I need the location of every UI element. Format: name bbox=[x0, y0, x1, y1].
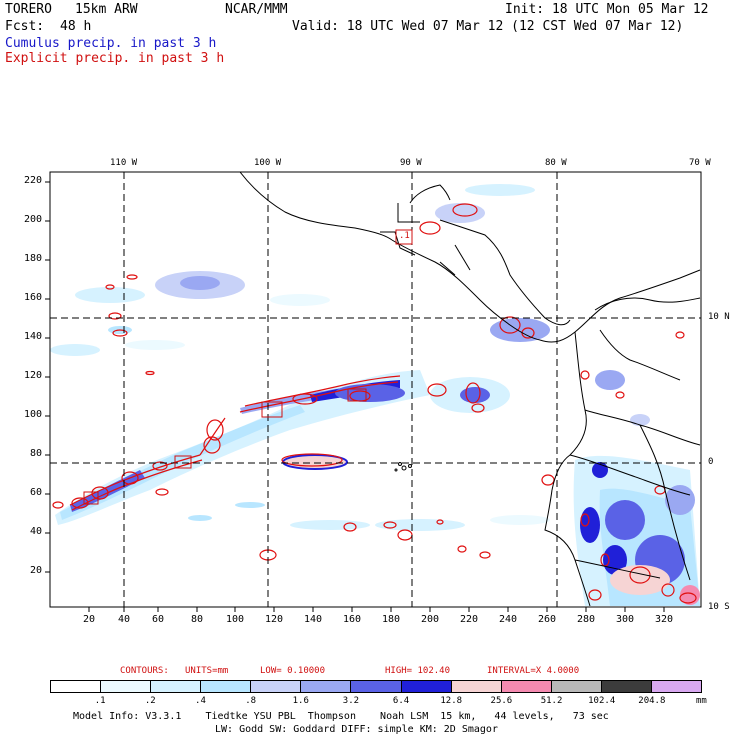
legend-value: 6.4 bbox=[392, 696, 410, 706]
legend-value: .2 bbox=[144, 696, 156, 706]
cumulus-precip-field bbox=[50, 184, 700, 606]
x-tick: 120 bbox=[265, 614, 284, 625]
y-tick: 160 bbox=[24, 292, 43, 303]
y-tick: 200 bbox=[24, 214, 43, 225]
map-frame bbox=[49, 171, 702, 608]
center-name: NCAR/MMM bbox=[225, 2, 288, 17]
explicit-precip-label: Explicit precip. in past 3 h bbox=[5, 51, 225, 66]
legend-swatch bbox=[51, 681, 102, 692]
legend-swatch bbox=[451, 681, 502, 692]
contours-units: UNITS=mm bbox=[185, 666, 229, 676]
model-name: TORERO bbox=[5, 2, 52, 17]
y-tick: 60 bbox=[30, 487, 43, 498]
legend-swatch bbox=[151, 681, 202, 692]
legend-swatch bbox=[101, 681, 152, 692]
legend-colorbar bbox=[50, 680, 702, 693]
x-tick: 260 bbox=[538, 614, 557, 625]
legend-unit: mm bbox=[696, 696, 707, 706]
station-box-label: .1 bbox=[399, 231, 410, 241]
y-tick: 140 bbox=[24, 331, 43, 342]
forecast-label: Fcst: bbox=[5, 19, 45, 34]
x-tick: 220 bbox=[460, 614, 479, 625]
legend-swatch bbox=[551, 681, 602, 692]
legend-value: 102.4 bbox=[588, 696, 616, 706]
legend-value: .8 bbox=[245, 696, 257, 706]
legend-value: .1 bbox=[94, 696, 106, 706]
y-tick: 220 bbox=[24, 175, 43, 186]
x-tick: 280 bbox=[577, 614, 596, 625]
legend-swatch bbox=[601, 681, 652, 692]
legend-swatch bbox=[501, 681, 552, 692]
station-boxes bbox=[83, 229, 413, 505]
legend-value: 1.6 bbox=[292, 696, 309, 706]
lat-label-0: 0 bbox=[708, 457, 714, 467]
model-physics-line: LW: Godd SW: Goddard DIFF: simple KM: 2D… bbox=[215, 724, 498, 735]
axis-ticks bbox=[45, 181, 665, 612]
coastlines bbox=[239, 172, 701, 607]
x-tick: 160 bbox=[343, 614, 362, 625]
legend-swatch bbox=[201, 681, 252, 692]
legend-swatch bbox=[301, 681, 352, 692]
model-resolution: 15km ARW bbox=[75, 2, 138, 17]
contours-title: CONTOURS: bbox=[120, 666, 169, 676]
model-info-line: Model Info: V3.3.1 Tiedtke YSU PBL Thomp… bbox=[73, 711, 609, 722]
y-tick: 80 bbox=[30, 448, 43, 459]
legend-swatch bbox=[351, 681, 402, 692]
contours-high: HIGH= 102.40 bbox=[385, 666, 451, 676]
legend-swatch bbox=[651, 681, 702, 692]
x-tick: 240 bbox=[499, 614, 518, 625]
explicit-precip-contours bbox=[52, 203, 697, 604]
legend-value: .4 bbox=[195, 696, 206, 706]
x-tick: 40 bbox=[118, 614, 131, 625]
lon-label-80w: 80 W bbox=[545, 158, 567, 168]
contours-low: LOW= 0.10000 bbox=[260, 666, 326, 676]
y-tick: 120 bbox=[24, 370, 43, 381]
legend-value: 51.2 bbox=[540, 696, 563, 706]
legend-value: 25.6 bbox=[490, 696, 513, 706]
legend-swatch bbox=[401, 681, 452, 692]
lon-label-110w: 110 W bbox=[110, 158, 138, 168]
contours-interval: INTERVAL=X 4.0000 bbox=[487, 666, 580, 676]
y-tick: 40 bbox=[30, 526, 43, 537]
x-tick: 180 bbox=[382, 614, 401, 625]
x-tick: 20 bbox=[83, 614, 96, 625]
lat-label-10s: 10 S bbox=[708, 602, 730, 612]
legend-value: 204.8 bbox=[638, 696, 666, 706]
forecast-hours: 48 h bbox=[60, 19, 92, 34]
lon-label-70w: 70 W bbox=[689, 158, 711, 168]
cumulus-precip-label: Cumulus precip. in past 3 h bbox=[5, 36, 217, 51]
y-tick: 100 bbox=[24, 409, 43, 420]
legend-swatch bbox=[251, 681, 302, 692]
x-tick: 60 bbox=[152, 614, 165, 625]
legend-value: 12.8 bbox=[440, 696, 463, 706]
valid-time: Valid: 18 UTC Wed 07 Mar 12 (12 CST Wed … bbox=[292, 19, 684, 34]
x-tick: 100 bbox=[226, 614, 245, 625]
lon-label-90w: 90 W bbox=[400, 158, 422, 168]
lat-label-10n: 10 N bbox=[708, 312, 730, 322]
legend-value: 3.2 bbox=[342, 696, 360, 706]
y-tick: 20 bbox=[30, 565, 43, 576]
init-time: Init: 18 UTC Mon 05 Mar 12 bbox=[505, 2, 709, 17]
x-tick: 320 bbox=[655, 614, 674, 625]
y-tick: 180 bbox=[24, 253, 43, 264]
x-tick: 300 bbox=[616, 614, 635, 625]
x-tick: 200 bbox=[421, 614, 440, 625]
lon-label-100w: 100 W bbox=[254, 158, 282, 168]
x-tick: 140 bbox=[304, 614, 323, 625]
x-tick: 80 bbox=[191, 614, 204, 625]
